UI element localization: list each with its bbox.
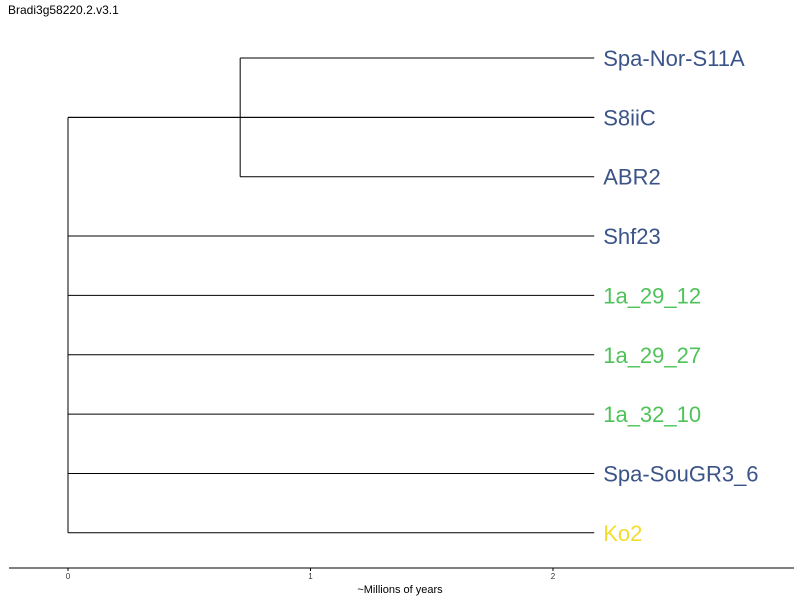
- x-tick-label: 1: [308, 572, 313, 581]
- tip-label: 1a_29_12: [603, 283, 701, 308]
- tip-label: 1a_29_27: [603, 343, 701, 368]
- tip-label: Shf23: [603, 224, 661, 249]
- tip-label: Spa-SouGR3_6: [603, 461, 758, 486]
- x-axis: 0 1 2: [9, 567, 794, 581]
- tip-labels: Spa-Nor-S11A S8iiC ABR2 Shf23 1a_29_12 1a_29_…: [603, 46, 758, 546]
- tip-label: ABR2: [603, 165, 660, 190]
- x-tick-label: 0: [66, 572, 71, 581]
- chart-title: Bradi3g58220.2.v3.1: [8, 3, 119, 17]
- x-tick-label: 2: [551, 572, 556, 581]
- x-axis-title: ~Millions of years: [357, 584, 443, 596]
- tip-label: Spa-Nor-S11A: [603, 46, 745, 71]
- tip-label: 1a_32_10: [603, 402, 701, 427]
- tip-label: S8iiC: [603, 105, 656, 130]
- tip-label: Ko2: [603, 521, 642, 546]
- tree-branches: [67, 57, 595, 534]
